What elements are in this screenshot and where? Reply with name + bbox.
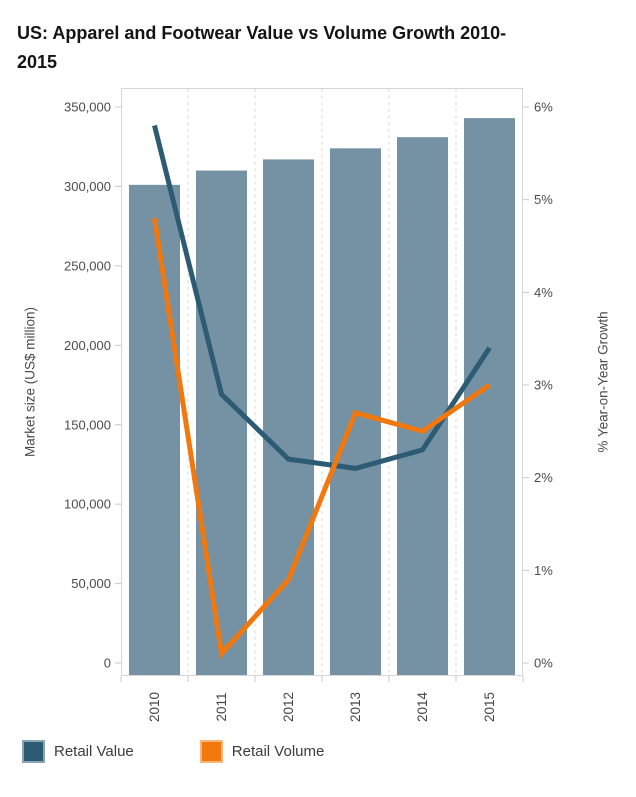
right-axis-tick-label: 2% — [534, 470, 553, 485]
x-axis-label-2012: 2012 — [281, 692, 296, 722]
legend-item-retail-volume: Retail Volume — [199, 740, 325, 763]
bar-2010 — [129, 184, 180, 676]
x-axis-label-2014: 2014 — [415, 691, 430, 722]
retail-value-swatch — [22, 740, 45, 763]
left-axis: 0 50,000 100,000 150,000 200,000 250,000 300,0… — [64, 100, 121, 671]
right-axis: 0% 1% 2% 3% 4% 5% 6% — [523, 100, 553, 671]
bar-series-market-size — [129, 118, 515, 676]
left-axis-title: Market size (US$ million) — [23, 307, 38, 457]
x-axis: 2010 2011 2012 2013 2014 2015 — [120, 676, 524, 722]
legend-item-retail-value: Retail Value — [22, 740, 134, 763]
right-axis-tick-label: 0% — [534, 656, 553, 671]
bar-2012 — [263, 159, 314, 676]
plot-border — [121, 88, 523, 676]
left-axis-tick-label: 100,000 — [64, 497, 111, 512]
x-axis-label-2013: 2013 — [348, 692, 363, 722]
retail-value-legend-label: Retail Value — [54, 743, 134, 760]
bar-2014 — [397, 137, 448, 676]
right-axis-tick-label: 6% — [534, 100, 553, 115]
retail-volume-legend-label: Retail Volume — [231, 743, 325, 760]
x-axis-label-2011: 2011 — [214, 692, 229, 721]
left-axis-tick-label: 300,000 — [64, 179, 111, 194]
vertical-gridlines — [187, 89, 457, 675]
right-axis-tick-label: 1% — [534, 563, 553, 578]
right-axis-tick-label: 3% — [534, 378, 553, 393]
chart-title: US: Apparel and Footwear Value vs Volume… — [17, 23, 507, 72]
bar-2011 — [196, 170, 247, 676]
line-retail-value — [152, 124, 492, 471]
left-axis-tick-label: 150,000 — [64, 417, 111, 432]
right-axis-tick-label: 5% — [534, 192, 553, 207]
line-retail-volume — [152, 217, 491, 660]
right-axis-title: % Year-on-Year Growth — [596, 311, 611, 452]
x-axis-label-2015: 2015 — [482, 692, 497, 722]
left-axis-tick-label: 50,000 — [71, 576, 111, 591]
left-axis-tick-label: 350,000 — [64, 100, 111, 115]
retail-volume-swatch — [199, 740, 223, 763]
chart-legend: Retail Value Retail Volume — [22, 740, 324, 763]
left-axis-tick-label: 200,000 — [64, 338, 111, 353]
right-axis-tick-label: 4% — [534, 285, 553, 300]
left-axis-tick-label: 250,000 — [64, 258, 111, 273]
x-axis-label-2010: 2010 — [147, 692, 162, 722]
left-axis-tick-label: 0 — [104, 656, 111, 671]
